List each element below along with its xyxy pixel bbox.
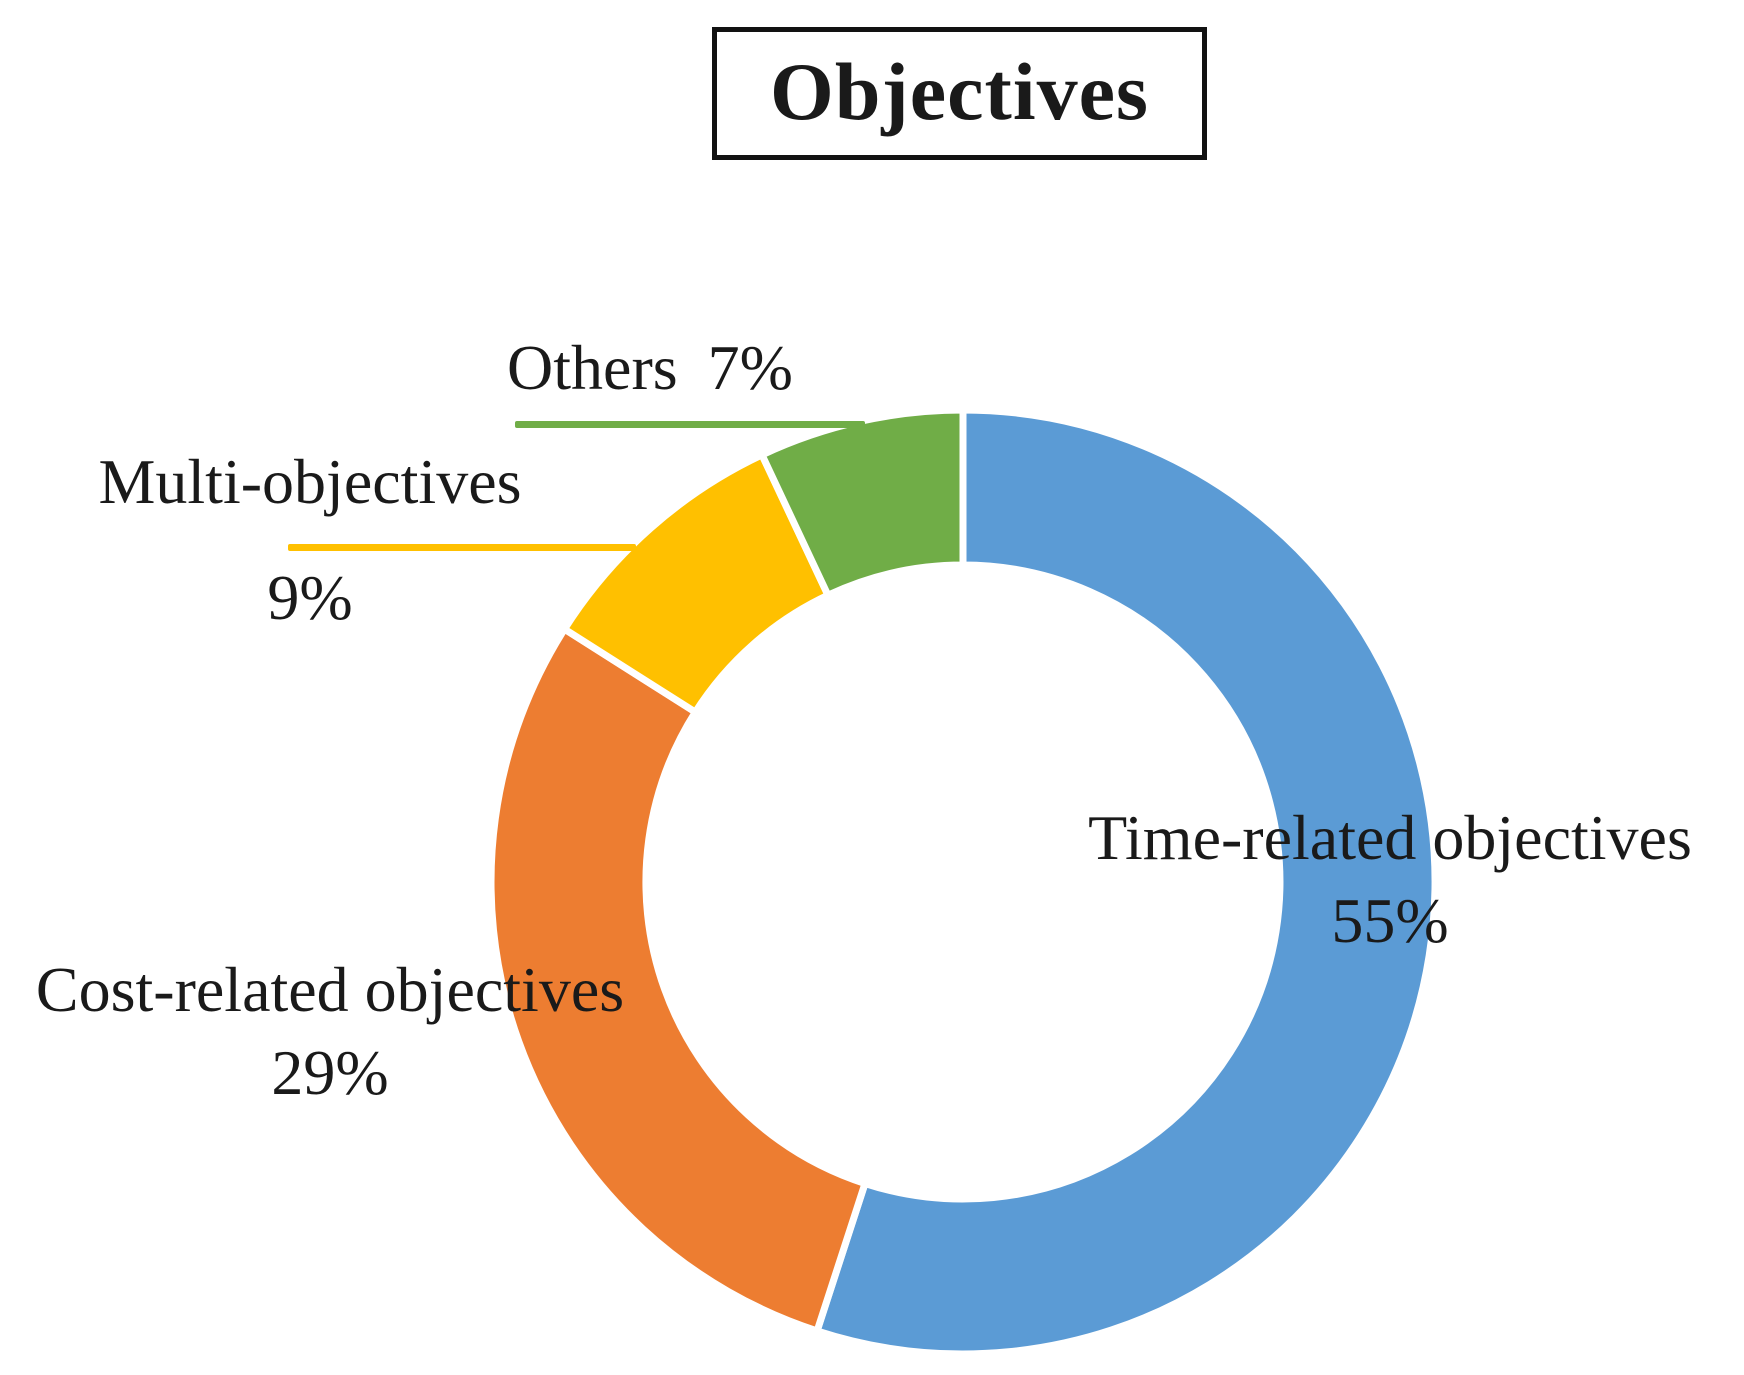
label-multi-objectives-percent: 9% [267, 562, 353, 633]
label-cost-related-percent: 29% [271, 1037, 389, 1109]
label-multi-objectives-name: Multi-objectives [98, 446, 522, 517]
label-others: Others 7% [400, 326, 900, 409]
label-multi-objectives: Multi-objectives [30, 440, 590, 523]
slice-cost-related-objectives [487, 624, 870, 1336]
label-time-related-name: Time-related objectives [1088, 802, 1692, 873]
label-multi-objectives-percent-wrap: 9% [30, 556, 590, 639]
label-others-percent: 7% [707, 332, 793, 403]
leader-line-multi-objectives [288, 544, 636, 551]
label-time-related-percent: 55% [1331, 885, 1449, 957]
leader-line-others [515, 421, 865, 428]
chart-title-box: Objectives [712, 27, 1207, 160]
chart-title: Objectives [770, 45, 1149, 137]
slice-time-related-objectives [812, 406, 1439, 1358]
label-cost-related-objectives: Cost-related objectives 29% [10, 948, 650, 1114]
label-others-name: Others [507, 332, 678, 403]
slice-others [757, 406, 967, 600]
label-time-related-objectives: Time-related objectives 55% [1040, 796, 1740, 962]
label-cost-related-name: Cost-related objectives [35, 954, 625, 1025]
